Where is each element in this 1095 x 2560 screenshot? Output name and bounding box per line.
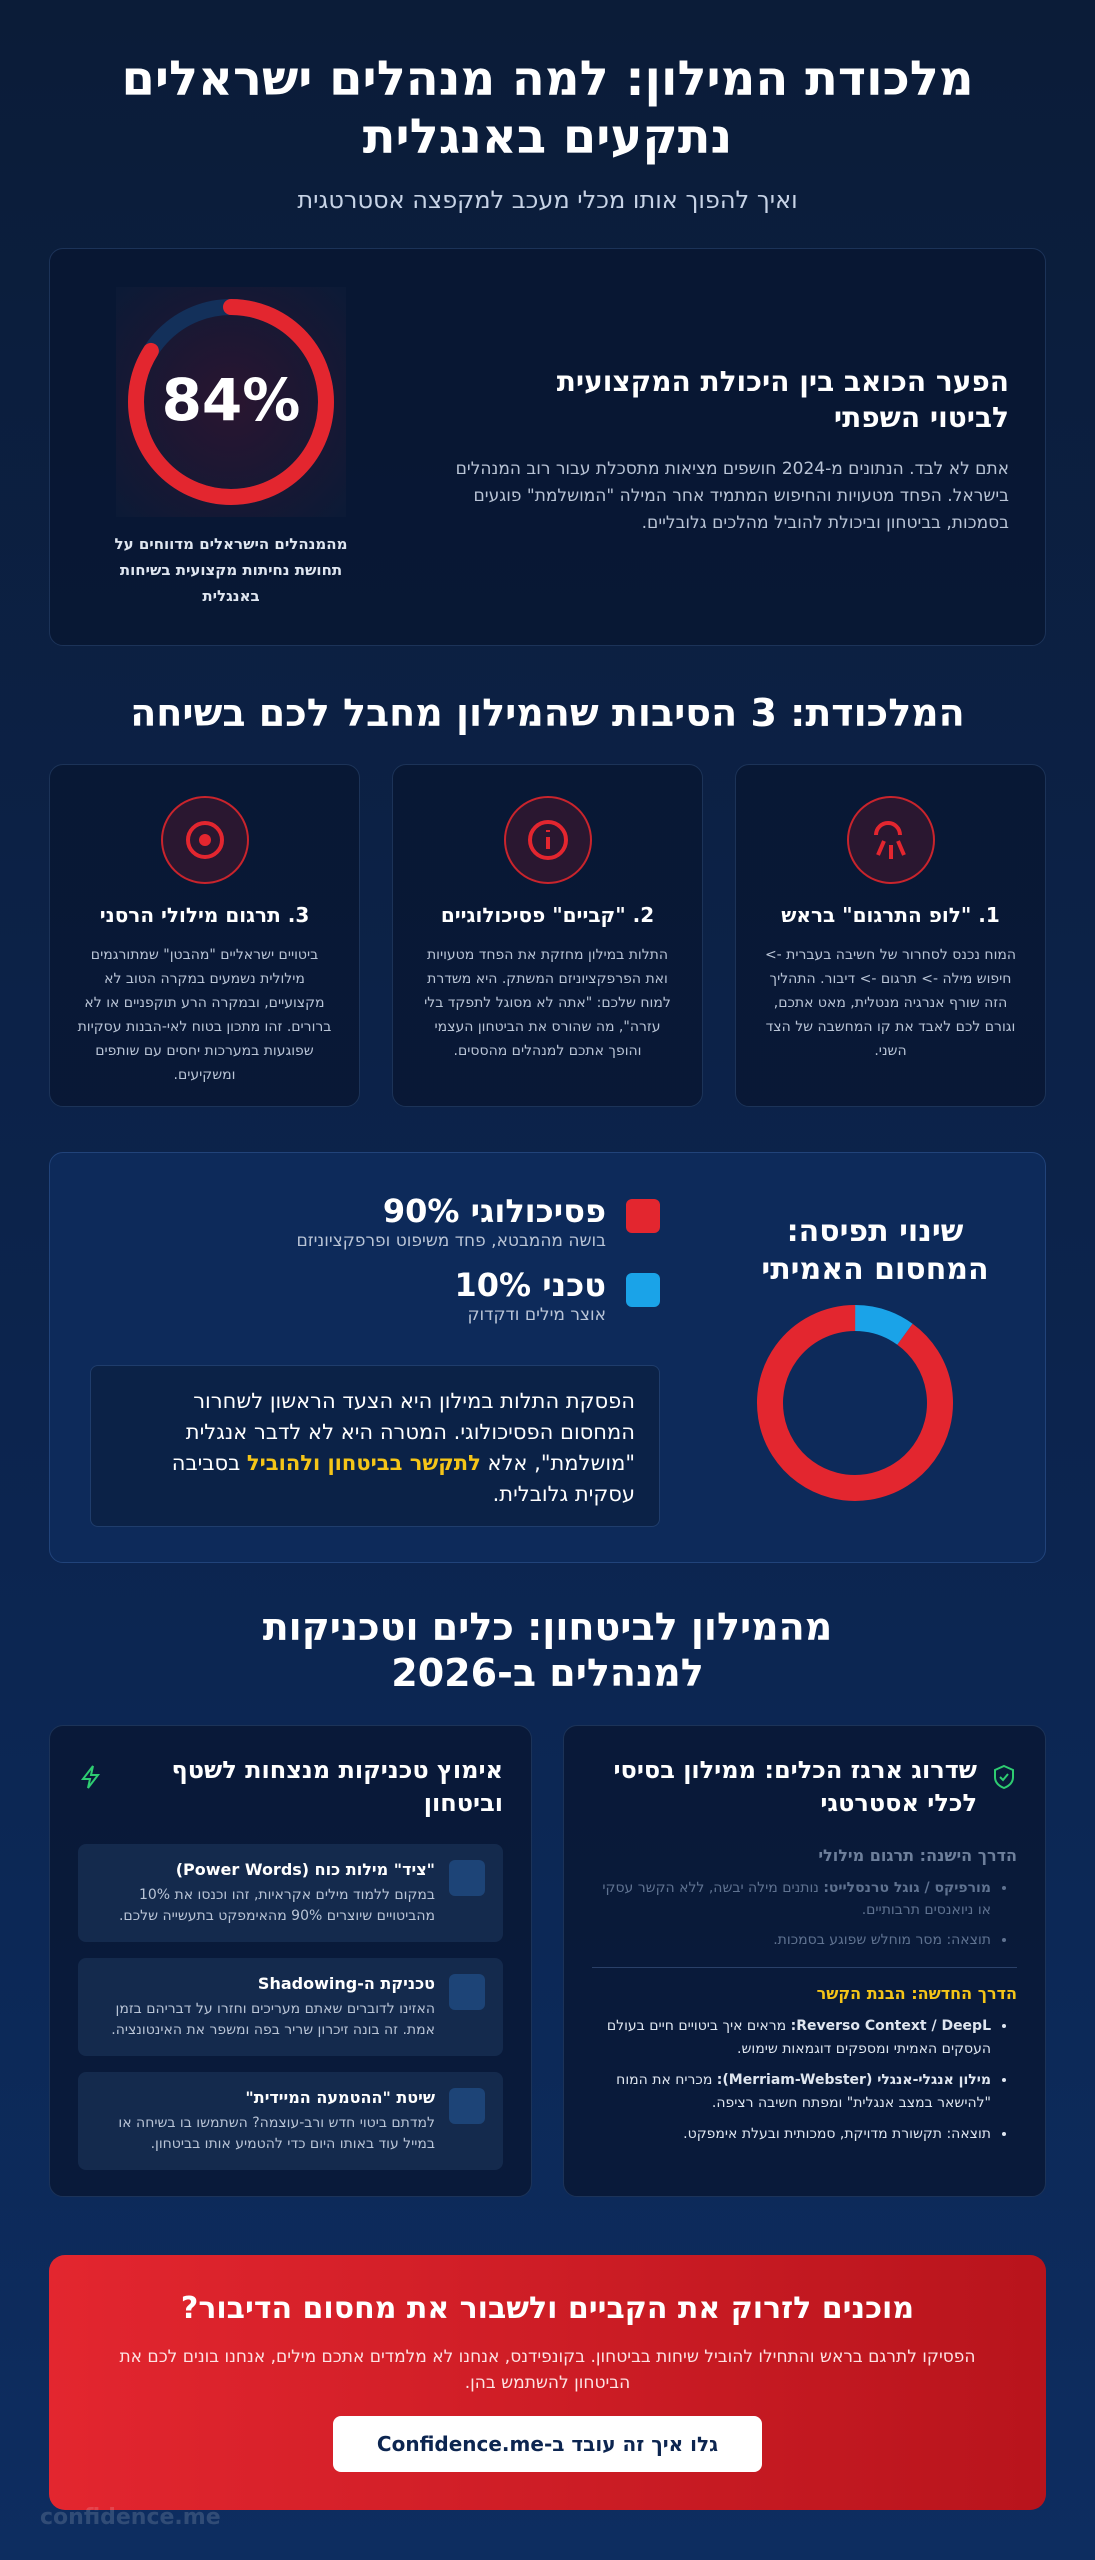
- stat-caption: מהמנהלים הישראלים מדווחים על תחושת נחיתו…: [114, 535, 348, 605]
- old-heading: הדרך הישנה: תרגום מילולי: [818, 1846, 1017, 1865]
- legend-heading: פסיכולוגי 90%: [296, 1191, 606, 1231]
- icon: [449, 2088, 485, 2124]
- trap-card: 2. "קביים" פסיכולוגיים התלות במילון מחזק…: [392, 764, 703, 1107]
- toolbox-card: שדרוג ארגז הכלים: ממילון בסיסי לכלי אסטר…: [563, 1725, 1046, 2197]
- watermark: confidence.me: [40, 2505, 221, 2530]
- technique: "ציד" מילות כוח (Power Words) במקום ללמוד…: [78, 1844, 503, 1942]
- legend-text: פסיכולוגי 90% בושה מהמבטא, פחד משיפוט ופר…: [296, 1191, 606, 1251]
- cta: מוכנים לזרוק את הקביים ולשבור את מחסום ה…: [49, 2255, 1046, 2510]
- note-text: בסביבה עסקית גלובלית.: [171, 1451, 635, 1506]
- technique-text: האזינו לדוברים שאתם מעריכים וחזרו על דבר…: [111, 2001, 435, 2038]
- legend-value: 10%: [454, 1266, 532, 1304]
- trap-cards: 1. "לופ התרגום" בראש המוח נכנס לסחרור של…: [49, 764, 1046, 1107]
- technique-title: טכניקת ה-Shadowing: [257, 1974, 435, 1993]
- technique-title: "ציד" מילות כוח (Power Words): [175, 1860, 435, 1879]
- trap-card: 3. תרגום מילולי הרסני ביטויים ישראליים "…: [49, 764, 360, 1107]
- intro-text: אתם לא לבד. הנתונים מ-2024 חושפים מציאות…: [455, 459, 1009, 533]
- item-bold: Reverso Context / DeepL:: [790, 2018, 991, 2034]
- technique-text: למדתם ביטוי חדש ורב-עוצמה? השתמשו בו בשי…: [118, 2115, 435, 2152]
- donut-segment: [757, 1305, 953, 1501]
- ring-chart: 84%: [116, 287, 346, 517]
- item-text: נותנים מילה יבשה, ללא הקשר עסקי או ניואנ…: [602, 1880, 991, 1918]
- trap-text: המוח נכנס לסחרור של חשיבה בעברית -> חיפו…: [764, 947, 1017, 1059]
- icon: [449, 1974, 485, 2010]
- subtitle: ואיך להפוך אותו מכלי מעכב למקפצה אסטרטגי…: [297, 186, 798, 214]
- old-item: מורפיקס / גוגל טרנסלייט: נותנים מילה יבש…: [592, 1877, 991, 1921]
- item-text: תוצאה: תקשורת מדויקת, סמכותית ובעלת אימפ…: [683, 2126, 991, 2142]
- new-heading: הדרך החדשה: הבנת הקשר: [816, 1984, 1017, 2003]
- legend-name: טכני: [542, 1266, 606, 1304]
- legend-desc: בושה מהמבטא, פחד משיפוט ופרפקציוניזם: [296, 1231, 606, 1251]
- icon: [449, 1860, 485, 1896]
- new-list: Reverso Context / DeepL: מראים איך ביטוי…: [592, 2015, 1017, 2146]
- section-title: מהמילון לביטחון: כלים וטכניקות למנהלים ב…: [262, 1605, 833, 1695]
- icon: [80, 1765, 101, 1789]
- trap-card: 1. "לופ התרגום" בראש המוח נכנס לסחרור של…: [735, 764, 1046, 1107]
- new-item: תוצאה: תקשורת מדויקת, סמכותית ובעלת אימפ…: [592, 2123, 991, 2146]
- legend-item: טכני 10% אוצר מילים ודקדוק: [100, 1265, 660, 1325]
- techniques-card: אימוץ טכניקות מנצחות לשטף וביטחון "ציד" …: [49, 1725, 532, 2197]
- legend-text: טכני 10% אוצר מילים ודקדוק: [454, 1265, 606, 1325]
- title: מלכודת המילון: למה מנהלים ישראלים נתקעים…: [121, 51, 974, 165]
- legend: פסיכולוגי 90% בושה מהמבטא, פחד משיפוט ופר…: [100, 1191, 660, 1339]
- ring-arc: [128, 299, 334, 505]
- trap-title: 1. "לופ התרגום" בראש: [781, 903, 1000, 927]
- icon: [160, 796, 249, 884]
- technique-text: במקום ללמוד מילים אקראיות, זהו וכנסו את …: [118, 1887, 435, 1924]
- cta-button[interactable]: גלו איך זה עובד ב-Confidence.me: [332, 2416, 763, 2472]
- toolbox-title: שדרוג ארגז הכלים: ממילון בסיסי לכלי אסטר…: [613, 1756, 977, 1817]
- technique: טכניקת ה-Shadowing האזינו לדוברים שאתם מע…: [78, 1958, 503, 2056]
- item-bold: מילון אנגלי-אנגלי (Merriam-Webster):: [716, 2072, 991, 2088]
- legend-item: פסיכולוגי 90% בושה מהמבטא, פחד משיפוט ופר…: [100, 1191, 660, 1251]
- new-item: Reverso Context / DeepL: מראים איך ביטוי…: [592, 2015, 991, 2061]
- intro-text: הפער הכואב בין היכולת המקצועית לביטוי הש…: [409, 364, 1009, 537]
- legend-desc: אוצר מילים ודקדוק: [467, 1305, 606, 1325]
- icon: [846, 796, 935, 884]
- note-highlight: לתקשר בביטחון ולהוביל: [246, 1451, 481, 1475]
- legend-swatch: [626, 1199, 660, 1233]
- techniques-title: אימוץ טכניקות מנצחות לשטף וביטחון: [171, 1756, 503, 1817]
- item-text: תוצאה: מסר מוחלש שפוגע בסמכות.: [773, 1932, 991, 1948]
- legend-name: פסיכולוגי: [470, 1192, 606, 1230]
- item-text: מראים איך ביטויים חיים בעולם העסקים האמי…: [606, 2018, 991, 2057]
- donut-chart: [757, 1305, 953, 1501]
- technique: שיטת "ההטמעה המיידית" למדתם ביטוי חדש ורב…: [78, 2072, 503, 2170]
- note-text: הפסקת התלות במילון היא הצעד הראשון לשחרו…: [185, 1389, 635, 1475]
- legend-swatch: [626, 1273, 660, 1307]
- cta-text: הפסיקו לתרגם בראש והתחילו להוביל שיחות ב…: [119, 2347, 976, 2393]
- trap-title: 2. "קביים" פסיכולוגיים: [440, 903, 655, 927]
- technique-title: שיטת "ההטמעה המיידית": [245, 2088, 435, 2107]
- old-list: מורפיקס / גוגל טרנסלייט: נותנים מילה יבש…: [592, 1877, 1017, 1951]
- legend-value: 90%: [382, 1192, 460, 1230]
- item-bold: מורפיקס / גוגל טרנסלייט:: [823, 1880, 991, 1896]
- intro-card: הפער הכואב בין היכולת המקצועית לביטוי הש…: [49, 248, 1046, 646]
- section-title: המלכודת: 3 הסיבות שהמילון מחבל לכם בשיחה: [130, 691, 965, 735]
- old-item: תוצאה: מסר מוחלש שפוגע בסמכות.: [592, 1929, 991, 1951]
- cta-title: מוכנים לזרוק את הקביים ולשבור את מחסום ה…: [180, 2291, 915, 2326]
- trap-text: התלות במילון מחזקת את הפחד מטעויות ואת ה…: [424, 947, 671, 1059]
- icon: [503, 796, 592, 884]
- stat: 84% מהמנהלים הישראלים מדווחים על תחושת נ…: [115, 287, 347, 609]
- intro-heading: הפער הכואב בין היכולת המקצועית לביטוי הש…: [556, 365, 1009, 434]
- note: הפסקת התלות במילון היא הצעד הראשון לשחרו…: [90, 1365, 660, 1527]
- icon: [994, 1764, 1014, 1790]
- mindset-title: שינוי תפיסה: המחסום האמיתי: [761, 1214, 989, 1287]
- new-item: מילון אנגלי-אנגלי (Merriam-Webster): מכר…: [592, 2069, 991, 2115]
- legend-heading: טכני 10%: [454, 1265, 606, 1305]
- header: מלכודת המילון: למה מנהלים ישראלים נתקעים…: [49, 50, 1046, 214]
- trap-title: 3. תרגום מילולי הרסני: [99, 903, 310, 927]
- mindset-card: שינוי תפיסה: המחסום האמיתי פסיכולוגי 90%…: [49, 1152, 1046, 1563]
- item-text: מכריח את המוח "להישאר במצב אנגלית" ומפתח…: [616, 2072, 991, 2111]
- stat-label: 84%: [162, 366, 301, 434]
- trap-text: ביטויים ישראליים "מהבטן" שמתורגמים מילול…: [77, 947, 332, 1083]
